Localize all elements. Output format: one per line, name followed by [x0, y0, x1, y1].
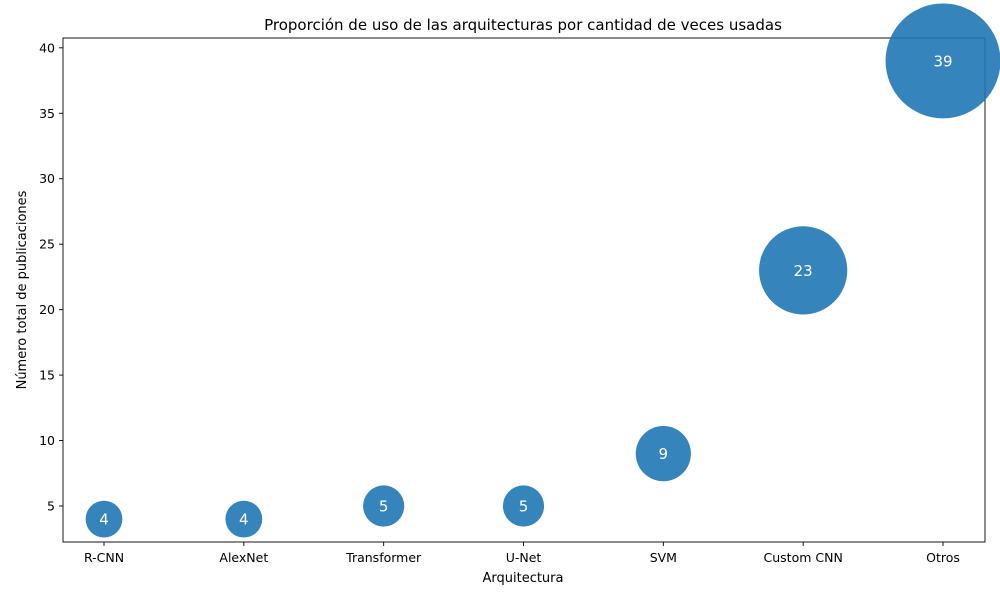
- x-tick-label: Otros: [926, 550, 960, 565]
- x-axis-label: Arquitectura: [482, 571, 563, 586]
- bubble-series: 4 4 5 5 9 23 39: [85, 3, 1000, 538]
- bubble-transformer: [363, 485, 405, 527]
- x-tick-label: SVM: [650, 550, 677, 565]
- y-tick-label: 30: [39, 171, 55, 186]
- x-tick-label: R-CNN: [84, 550, 124, 565]
- x-tick-label: Custom CNN: [764, 550, 843, 565]
- bubble-custom-cnn: [759, 226, 848, 315]
- x-tick-label: Transformer: [345, 550, 422, 565]
- y-axis-ticks: 5 10 15 20 25 30 35 40: [39, 40, 63, 514]
- y-tick-label: 5: [47, 499, 55, 514]
- bubble-value-label: 4: [239, 511, 249, 529]
- bubble-alexnet: [225, 500, 263, 538]
- x-tick-label: U-Net: [506, 550, 542, 565]
- y-tick-label: 25: [39, 237, 55, 252]
- x-tick-label: AlexNet: [219, 550, 268, 565]
- bubble-value-label: 5: [519, 498, 529, 516]
- bubble-value-label: 5: [379, 498, 389, 516]
- y-tick-label: 40: [39, 40, 55, 55]
- bubble-value-label: 9: [659, 445, 669, 463]
- bubble-r-cnn: [85, 500, 123, 538]
- bubble-u-net: [502, 485, 545, 527]
- bubble-otros: [885, 3, 1000, 119]
- y-tick-label: 20: [39, 302, 55, 317]
- y-tick-label: 15: [39, 368, 55, 383]
- bubble-value-label: 39: [933, 52, 952, 70]
- plot-frame: [62, 37, 986, 543]
- bubble-value-label: 4: [99, 511, 109, 529]
- chart-title: Proporción de uso de las arquitecturas p…: [264, 16, 782, 34]
- y-axis-label: Número total de publicaciones: [15, 190, 30, 389]
- bubble-value-label: 23: [794, 262, 813, 280]
- bubble-svm: [635, 426, 691, 482]
- y-tick-label: 35: [39, 106, 55, 121]
- y-tick-label: 10: [39, 433, 55, 448]
- x-axis-ticks: R-CNN AlexNet Transformer U-Net SVM Custom CN…: [84, 542, 960, 565]
